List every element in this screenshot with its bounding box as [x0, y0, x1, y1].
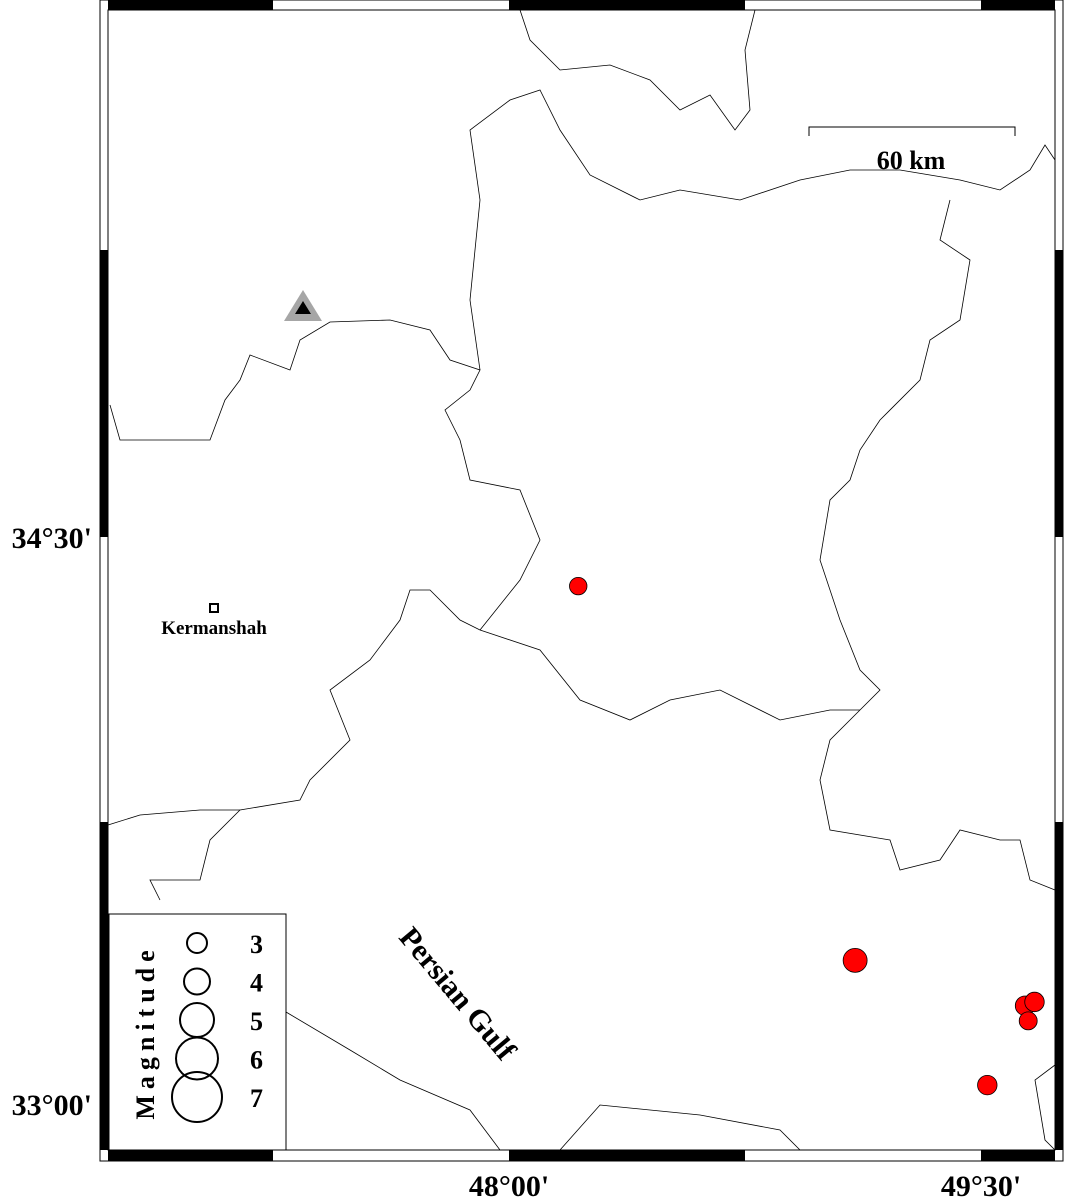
x-tick-label: 48°00'	[469, 1170, 549, 1199]
boundary-line	[109, 319, 541, 901]
boundaries	[107, 9, 1056, 1151]
legend-circle	[183, 967, 211, 996]
coastline	[285, 1011, 501, 1151]
y-tick-label: 34°30'	[12, 522, 92, 555]
boundary-line	[469, 89, 1056, 371]
boundary-line	[479, 629, 860, 721]
event-marker	[569, 576, 588, 596]
city-marker	[209, 603, 219, 613]
legend-circle	[186, 932, 208, 954]
legend-label: 7	[250, 1084, 263, 1113]
water-label: Persian Gulf	[392, 921, 522, 1067]
legend-label: 3	[250, 930, 263, 959]
legend-label: 5	[250, 1007, 263, 1036]
legend-label: 4	[250, 969, 263, 998]
event-marker	[1018, 1011, 1038, 1031]
event-marker	[1024, 991, 1045, 1013]
coastline	[1034, 1064, 1056, 1151]
coastline	[559, 1104, 801, 1151]
city-label: Kermanshah	[161, 618, 267, 639]
legend-label: 6	[250, 1046, 263, 1075]
legend-circle	[171, 1071, 223, 1123]
y-tick-label: 33°00'	[12, 1089, 92, 1122]
legend-title: Magnitude	[131, 944, 160, 1119]
station-triangle-icon	[284, 290, 322, 321]
events	[569, 576, 1045, 1096]
event-marker	[842, 947, 868, 973]
scale-bar-label: 60 km	[877, 146, 946, 175]
event-marker	[977, 1074, 998, 1096]
boundary-line	[107, 809, 240, 826]
boundary-line	[519, 9, 756, 131]
scale-bar	[808, 126, 1016, 136]
legend: Magnitude 3 4 5 6 7	[108, 913, 287, 1151]
boundary-line	[819, 199, 1056, 891]
map-frame	[99, 0, 1064, 1162]
legend-circle	[175, 1036, 219, 1081]
x-tick-label: 49°30'	[941, 1170, 1021, 1199]
